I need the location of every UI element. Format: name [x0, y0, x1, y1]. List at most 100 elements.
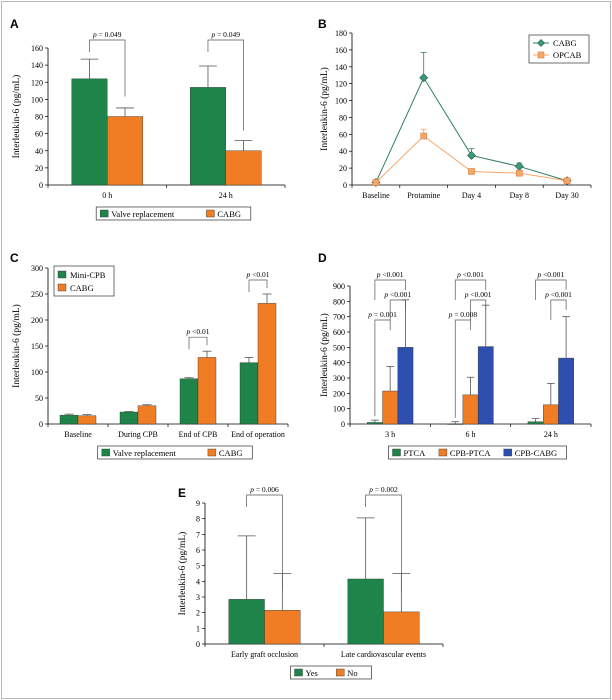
legend-swatch	[57, 270, 67, 279]
y-tick-label: 50	[35, 394, 43, 403]
legend-entry: Valve replacement	[113, 448, 177, 458]
panel-label: E	[178, 486, 186, 500]
y-tick-label: 40	[35, 147, 43, 156]
y-tick-label: 5	[196, 562, 200, 571]
significance-bracket	[365, 494, 402, 592]
legend-entry: PTCA	[404, 448, 427, 458]
y-tick-label: 150	[31, 342, 43, 351]
bar	[383, 611, 420, 645]
significance-bracket	[550, 299, 567, 320]
y-tick-label: 2	[196, 609, 200, 618]
bar	[225, 150, 262, 186]
series-line	[375, 76, 568, 183]
x-tick-label: Baseline	[362, 191, 390, 200]
legend-entry: Yes	[306, 668, 318, 678]
y-tick-label: 300	[333, 374, 345, 383]
data-point	[419, 73, 429, 83]
legend-entry: CABG	[217, 209, 241, 219]
y-tick-label: 60	[35, 130, 43, 139]
panel-d: D 0 100 200 300 400 500 600 700 800 900 Interleukin…	[318, 251, 592, 460]
bar	[59, 414, 79, 425]
y-tick-label: 40	[339, 147, 347, 156]
y-tick-label: 900	[333, 282, 345, 291]
y-tick-label: 100	[31, 95, 43, 104]
significance-bracket	[207, 39, 244, 131]
y-tick-label: 7	[196, 530, 200, 539]
x-tick-label: 3 h	[385, 430, 395, 439]
bar	[257, 303, 277, 425]
y-tick-label: 140	[31, 61, 43, 70]
significance-label: p = 0.008	[448, 310, 478, 319]
y-axis-label: Interleukin-6 (pg/mL)	[11, 304, 22, 388]
y-tick-label: 600	[333, 328, 345, 337]
legend-swatch	[438, 448, 448, 457]
y-tick-label: 60	[339, 130, 347, 139]
significance-bracket	[470, 299, 487, 320]
y-axis-label: Interleukin-6 (pg/mL)	[319, 313, 330, 397]
significance-label: p = 0.049	[92, 30, 122, 39]
y-tick-label: 9	[196, 499, 200, 508]
bar	[189, 87, 226, 186]
bar	[382, 390, 398, 425]
bar	[107, 116, 143, 186]
significance-bracket	[389, 299, 406, 320]
significance-label: p <0.001	[544, 290, 572, 299]
y-tick-label: 3	[196, 593, 200, 602]
significance-bracket	[248, 279, 268, 292]
bar	[71, 78, 108, 186]
y-tick-label: 200	[333, 389, 345, 398]
y-tick-label: 120	[335, 80, 347, 89]
y-tick-label: 20	[35, 164, 43, 173]
significance-bracket	[374, 319, 391, 417]
panel-c: C 0 50 100 150 200 250 300 Interleukin-6 (pg/mL)…	[10, 251, 289, 460]
y-tick-label: 0	[39, 181, 43, 190]
legend-swatch	[336, 668, 345, 677]
y-tick-label: 80	[35, 113, 43, 122]
legend-entry: CABG	[70, 283, 94, 293]
x-tick-label: Late cardiovascular events	[341, 650, 426, 659]
x-tick-label: Day 30	[555, 191, 578, 200]
significance-label: p <0.001	[383, 290, 411, 299]
legend-entry: CPB-CABG	[515, 448, 558, 458]
data-point	[467, 151, 476, 160]
legend-box	[388, 445, 567, 460]
y-tick-label: 140	[335, 63, 347, 72]
legend-swatch	[503, 448, 512, 457]
significance-label: p = 0.006	[249, 485, 279, 494]
y-tick-label: 8	[196, 515, 200, 524]
panel-e: E 0 1 2 3 4 5 6 7 8 9 Interleukin-6 (pg/mL) Early gr…	[177, 485, 444, 680]
y-tick-label: 100	[335, 97, 347, 106]
y-tick-label: 250	[31, 290, 43, 299]
significance-bracket	[89, 39, 126, 97]
panel-label: B	[318, 17, 327, 31]
bar	[558, 357, 574, 425]
y-axis-label: Interleukin-6 (pg/mL)	[177, 532, 188, 616]
legend-entry: No	[347, 668, 357, 678]
y-tick-label: 0	[39, 420, 43, 429]
data-point	[514, 161, 524, 171]
bar	[347, 578, 384, 645]
y-tick-label: 4	[196, 577, 200, 586]
legend-box	[290, 665, 372, 680]
bar	[264, 610, 301, 645]
legend-entry: Valve replacement	[111, 209, 175, 219]
x-tick-label: Day 4	[462, 191, 481, 200]
y-tick-label: 0	[196, 640, 200, 649]
legend-swatch	[294, 668, 303, 677]
x-tick-label: 0 h	[102, 191, 112, 200]
bar	[228, 599, 265, 645]
legend-entry: CABG	[553, 38, 577, 48]
legend-marker	[537, 51, 545, 59]
bar	[137, 405, 157, 425]
data-point	[468, 168, 475, 175]
y-tick-label: 160	[335, 46, 347, 55]
x-tick-label: 24 h	[544, 430, 558, 439]
x-tick-label: During CPB	[118, 430, 158, 439]
y-tick-label: 80	[339, 113, 347, 122]
y-tick-label: 500	[333, 343, 345, 352]
legend-marker	[537, 39, 545, 47]
significance-label: p <0.001	[376, 270, 404, 279]
y-tick-label: 100	[333, 405, 345, 414]
y-tick-label: 200	[31, 316, 43, 325]
bar	[239, 362, 259, 425]
